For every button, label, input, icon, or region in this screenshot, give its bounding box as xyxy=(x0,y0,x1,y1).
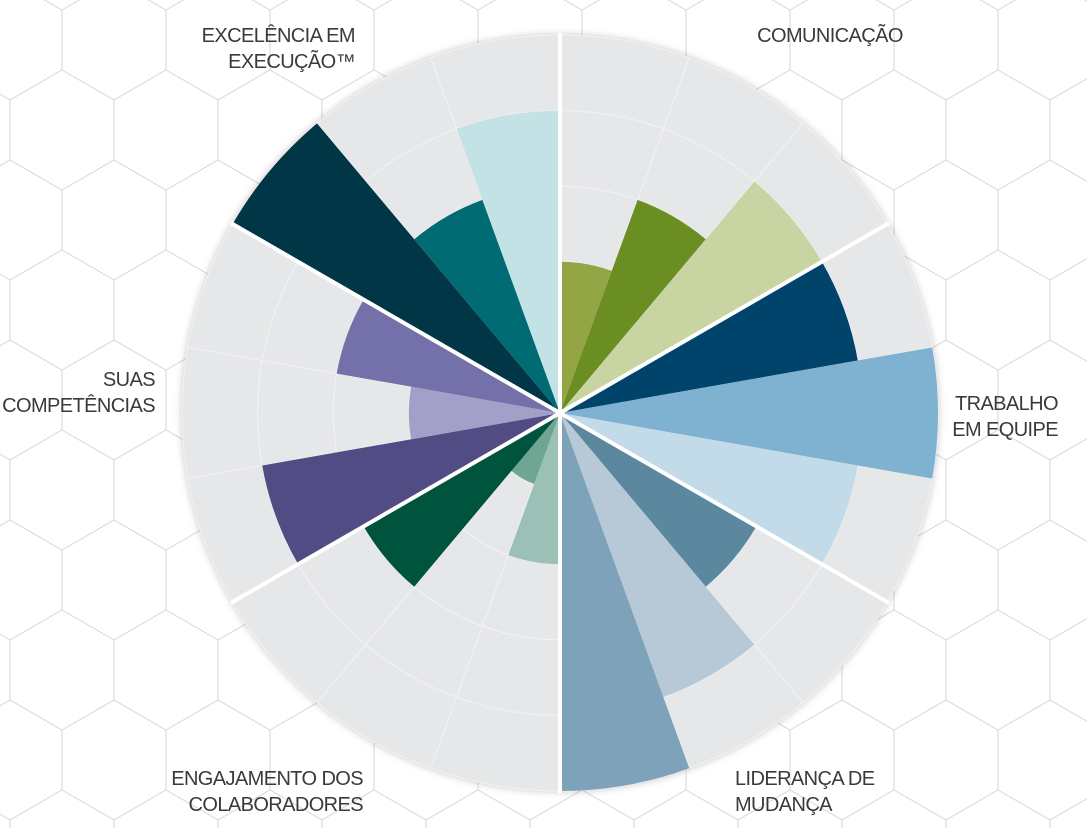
wedge xyxy=(232,123,560,413)
wedge xyxy=(560,413,690,791)
wedge xyxy=(414,199,560,413)
group-divider xyxy=(229,221,561,415)
category-label: SUAS xyxy=(103,369,155,391)
wedge xyxy=(560,413,757,587)
wedge xyxy=(262,413,560,565)
wedge xyxy=(560,261,612,413)
wedge xyxy=(408,386,560,440)
category-label: LIDERANÇA DE xyxy=(735,768,875,790)
group-divider xyxy=(559,411,891,605)
category-label: EM EQUIPE xyxy=(952,419,1058,441)
wedge xyxy=(456,110,560,413)
category-label: EXCELÊNCIA EM xyxy=(202,24,355,47)
plot-area xyxy=(181,33,939,793)
wedge xyxy=(560,413,755,698)
wedge xyxy=(511,413,560,485)
wedge xyxy=(363,413,560,587)
category-label: COMUNICAÇÃO xyxy=(757,23,903,47)
category-label: TRABALHO xyxy=(955,393,1058,415)
wedge xyxy=(336,299,560,413)
wedge xyxy=(560,199,706,413)
wedge xyxy=(560,181,822,413)
category-label: COMPETÊNCIAS xyxy=(2,394,155,417)
category-label: COLABORADORES xyxy=(189,794,364,816)
group-divider xyxy=(559,221,891,415)
category-label: ENGAJAMENTO DOS xyxy=(171,768,363,790)
wedge xyxy=(508,413,560,565)
wedge xyxy=(560,413,858,565)
wedge xyxy=(560,261,858,413)
category-label: MUDANÇA xyxy=(735,794,833,816)
category-label: EXECUÇÃO™ xyxy=(228,49,355,73)
wedge xyxy=(560,347,938,479)
group-divider xyxy=(229,411,561,605)
